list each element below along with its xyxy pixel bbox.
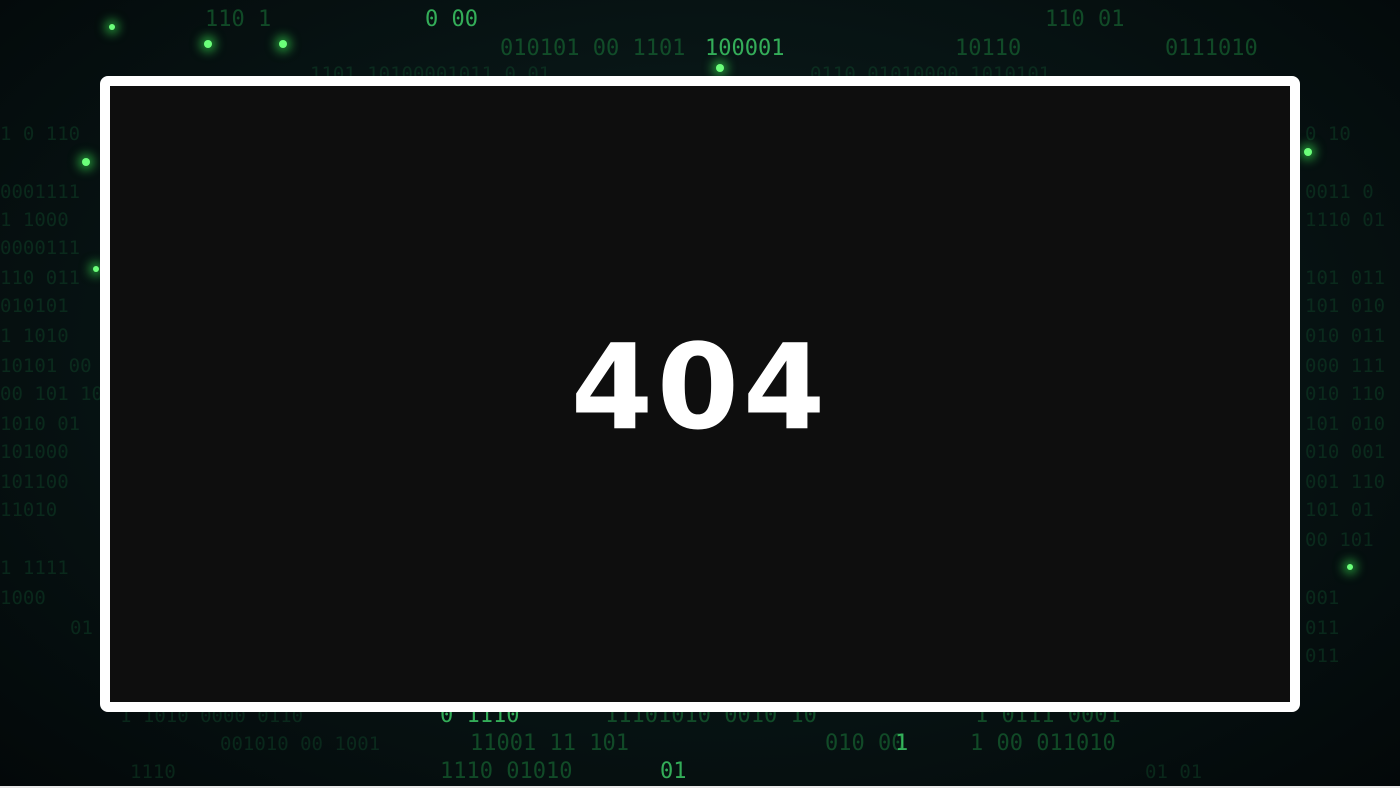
svg-text:1010 01: 1010 01 bbox=[0, 413, 80, 435]
svg-text:01: 01 bbox=[660, 759, 687, 784]
svg-text:10101 00: 10101 00 bbox=[0, 355, 92, 377]
green-glow-dot bbox=[1347, 564, 1353, 570]
svg-text:1 1010: 1 1010 bbox=[0, 325, 69, 347]
svg-text:1110 01: 1110 01 bbox=[1305, 209, 1385, 231]
svg-text:1110: 1110 bbox=[130, 761, 176, 783]
error-panel: 404 bbox=[100, 76, 1300, 712]
svg-text:0111010: 0111010 bbox=[1165, 36, 1258, 61]
svg-text:101 011: 101 011 bbox=[1305, 267, 1385, 289]
error-code: 404 bbox=[570, 318, 830, 456]
green-glow-dot bbox=[93, 266, 99, 272]
svg-text:001: 001 bbox=[1305, 587, 1339, 609]
svg-text:100001: 100001 bbox=[705, 36, 784, 61]
svg-text:010 110: 010 110 bbox=[1305, 383, 1385, 405]
svg-text:0 00: 0 00 bbox=[425, 7, 478, 32]
svg-text:101000: 101000 bbox=[0, 441, 69, 463]
svg-text:101 010: 101 010 bbox=[1305, 413, 1385, 435]
green-glow-dot bbox=[716, 64, 724, 72]
svg-text:1110 01010: 1110 01010 bbox=[440, 759, 572, 784]
svg-text:101 01: 101 01 bbox=[1305, 499, 1374, 521]
svg-text:010101 00 1101: 010101 00 1101 bbox=[500, 36, 685, 61]
svg-text:11010: 11010 bbox=[0, 499, 57, 521]
svg-text:001010 00 1001: 001010 00 1001 bbox=[220, 733, 380, 755]
svg-text:101100: 101100 bbox=[0, 471, 69, 493]
green-glow-dot bbox=[279, 40, 287, 48]
svg-text:00 101 10: 00 101 10 bbox=[0, 383, 103, 405]
svg-text:011: 011 bbox=[1305, 617, 1339, 639]
svg-text:010 011: 010 011 bbox=[1305, 325, 1385, 347]
svg-text:010101: 010101 bbox=[0, 295, 69, 317]
svg-text:110 1: 110 1 bbox=[205, 7, 271, 32]
svg-text:1000: 1000 bbox=[0, 587, 46, 609]
svg-text:110 01: 110 01 bbox=[1045, 7, 1124, 32]
svg-text:11001 11 101: 11001 11 101 bbox=[470, 731, 629, 756]
svg-text:001 110: 001 110 bbox=[1305, 471, 1385, 493]
page-bottom-edge bbox=[0, 786, 1400, 788]
svg-text:0000111: 0000111 bbox=[0, 237, 80, 259]
svg-text:000 111: 000 111 bbox=[1305, 355, 1385, 377]
svg-text:0 10: 0 10 bbox=[1305, 123, 1351, 145]
svg-text:010 001: 010 001 bbox=[1305, 441, 1385, 463]
svg-text:01 01: 01 01 bbox=[1145, 761, 1202, 783]
svg-text:0001111: 0001111 bbox=[0, 181, 80, 203]
svg-text:1 1000: 1 1000 bbox=[0, 209, 69, 231]
svg-text:1 1111: 1 1111 bbox=[0, 557, 69, 579]
green-glow-dot bbox=[109, 24, 115, 30]
svg-text:01: 01 bbox=[70, 617, 93, 639]
svg-text:1 0 110: 1 0 110 bbox=[0, 123, 80, 145]
svg-text:010 00: 010 00 bbox=[825, 731, 904, 756]
svg-text:1 00 011010: 1 00 011010 bbox=[970, 731, 1116, 756]
svg-text:00 101: 00 101 bbox=[1305, 529, 1374, 551]
svg-text:0011 0: 0011 0 bbox=[1305, 181, 1374, 203]
svg-text:101 010: 101 010 bbox=[1305, 295, 1385, 317]
svg-text:10110: 10110 bbox=[955, 36, 1021, 61]
green-glow-dot bbox=[204, 40, 212, 48]
svg-text:110 011: 110 011 bbox=[0, 267, 80, 289]
green-glow-dot bbox=[1304, 148, 1312, 156]
svg-text:011: 011 bbox=[1305, 645, 1339, 667]
green-glow-dot bbox=[82, 158, 90, 166]
svg-text:1: 1 bbox=[895, 731, 908, 756]
